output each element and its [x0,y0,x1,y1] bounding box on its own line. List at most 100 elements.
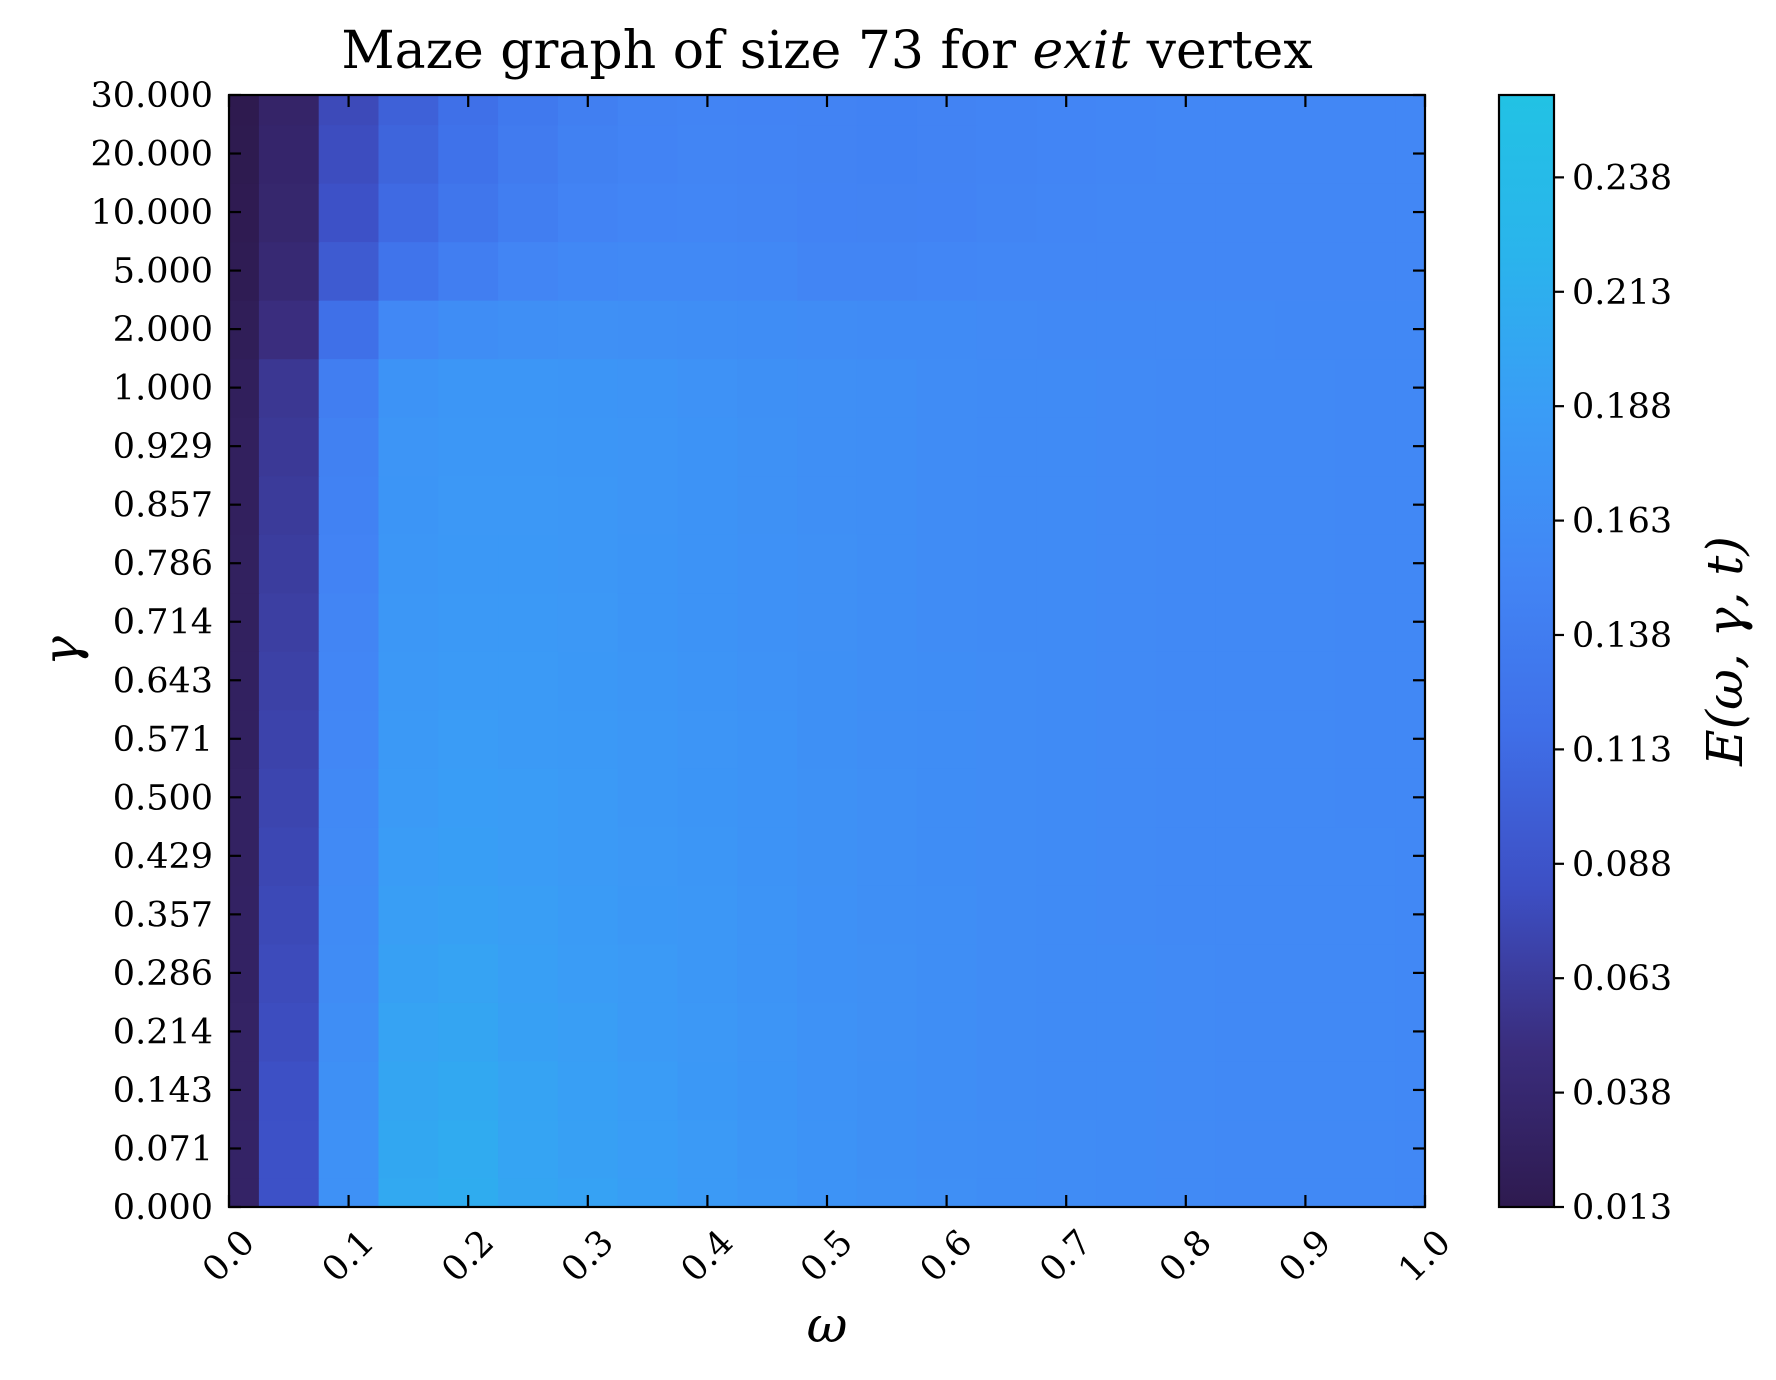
heatmap-cell [1215,592,1277,652]
x-tick-label: 0.6 [913,1223,981,1291]
heatmap-cell [797,416,858,477]
heatmap-cell [1215,95,1277,126]
heatmap-cell [856,709,918,769]
colorbar-tick-label: 0.013 [1572,1188,1672,1228]
heatmap-cell [378,241,440,301]
heatmap-cell [258,651,320,711]
heatmap-cell [1275,533,1337,594]
heatmap-cell [1215,943,1277,1003]
heatmap-cell [797,241,858,301]
colorbar-label: E(ω, γ, t) [1696,536,1754,767]
y-tick-label: 0.357 [113,895,213,935]
heatmap-cell [1036,592,1097,652]
heatmap-cell [737,475,798,535]
heatmap-cell [797,651,858,711]
heatmap-cell [1215,299,1277,360]
heatmap-cell [1155,299,1217,360]
heatmap-cell [1335,533,1396,594]
heatmap-cell [1275,1119,1337,1179]
heatmap-cell [1155,533,1217,594]
heatmap-cell [617,885,679,945]
heatmap-cell [856,651,918,711]
heatmap-cell [1275,709,1337,769]
heatmap-cell [318,475,380,535]
heatmap-cell [1335,768,1396,828]
heatmap-cell [318,299,380,360]
heatmap-cell [737,95,798,126]
heatmap-cell [498,885,559,945]
x-axis-label: ω [807,1296,848,1354]
heatmap-cell [797,533,858,594]
heatmap-cell [976,1119,1038,1179]
heatmap-cell [1215,475,1277,535]
heatmap-cell [677,943,739,1003]
heatmap-cell [677,885,739,945]
heatmap-cell [737,416,798,477]
heatmap-cell [438,533,499,594]
y-tick-label: 0.286 [113,954,213,994]
heatmap-cell [557,358,619,418]
heatmap-cell [1155,241,1217,301]
heatmap-cell [258,768,320,828]
heatmap-cell [1335,358,1396,418]
heatmap-cell [1215,358,1277,418]
heatmap-cell [318,1119,380,1179]
heatmap-cell [1335,709,1396,769]
heatmap-cell [1395,95,1425,126]
heatmap-cell [677,358,739,418]
heatmap-cell [1275,182,1337,243]
heatmap-cell [378,416,440,477]
heatmap-cell [1036,416,1097,477]
heatmap-cell [438,358,499,418]
x-tick-label: 0.3 [554,1223,622,1291]
heatmap-cell [1155,1119,1217,1179]
heatmap-cell [438,1060,499,1121]
heatmap-cell [1036,475,1097,535]
heatmap-cell [378,709,440,769]
heatmap-cell [557,592,619,652]
heatmap-cell [498,592,559,652]
heatmap-cell [617,416,679,477]
heatmap-cell [438,124,499,184]
heatmap-cell [1335,826,1396,886]
heatmap-cell [378,885,440,945]
heatmap-cell [1275,768,1337,828]
heatmap-cell [1335,885,1396,945]
heatmap-cell [438,826,499,886]
heatmap-cell [258,95,320,126]
heatmap-cell [1215,1002,1277,1062]
heatmap-cell [1335,943,1396,1003]
heatmap-cell [498,241,559,301]
heatmap-cell [856,1002,918,1062]
heatmap-cell [557,943,619,1003]
heatmap-cell [1155,416,1217,477]
heatmap-cell [1155,651,1217,711]
heatmap-cell [557,651,619,711]
heatmap-cell [1215,533,1277,594]
heatmap-cell [1036,358,1097,418]
heatmap-cell [318,241,380,301]
heatmap-cell [617,826,679,886]
heatmap-cell [976,709,1038,769]
heatmap-cell [1275,241,1337,301]
heatmap-cell [737,885,798,945]
heatmap-cell [916,1060,978,1121]
heatmap-cell [1215,124,1277,184]
heatmap-cell [737,1177,798,1207]
heatmap-cell [1335,1002,1396,1062]
heatmap-cell [916,358,978,418]
heatmap-cell [1215,768,1277,828]
heatmap-cell [378,826,440,886]
heatmap-cell [916,241,978,301]
heatmap-cell [258,241,320,301]
heatmap-cell [1335,651,1396,711]
heatmap-cell [976,592,1038,652]
heatmap-cell [258,124,320,184]
heatmap-cell [258,533,320,594]
heatmap-cell [976,826,1038,886]
heatmap-cell [737,124,798,184]
heatmap-cell [378,943,440,1003]
colorbar-tick-label: 0.188 [1572,387,1672,427]
heatmap-cell [677,416,739,477]
heatmap-cell [1155,885,1217,945]
